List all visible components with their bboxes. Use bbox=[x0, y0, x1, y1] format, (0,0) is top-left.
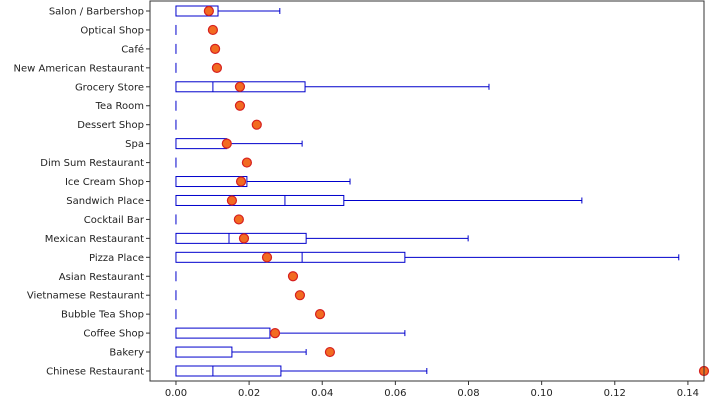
x-tick-label: 0.06 bbox=[384, 388, 406, 399]
mean-marker bbox=[287, 271, 299, 282]
x-tick-label: 0.14 bbox=[677, 388, 699, 399]
mean-marker bbox=[324, 346, 336, 358]
category-label: Bakery bbox=[109, 348, 144, 359]
plot-frame bbox=[149, 0, 705, 382]
mean-marker bbox=[314, 309, 326, 320]
category-label: Bubble Tea Shop bbox=[61, 310, 144, 321]
box bbox=[175, 346, 233, 358]
box bbox=[175, 365, 282, 377]
mean-marker bbox=[251, 119, 262, 130]
mean-marker bbox=[261, 252, 273, 263]
category-label: Optical Shop bbox=[80, 25, 144, 36]
category-label: New American Restaurant bbox=[13, 63, 144, 74]
x-tick-label: 0.04 bbox=[311, 388, 333, 399]
category-label: Salon / Barbershop bbox=[49, 7, 144, 18]
mean-marker bbox=[207, 24, 218, 36]
box bbox=[175, 194, 345, 206]
mean-marker bbox=[241, 157, 253, 168]
category-label: Pizza Place bbox=[89, 253, 144, 264]
mean-marker bbox=[234, 100, 246, 111]
box bbox=[175, 251, 406, 263]
mean-marker bbox=[294, 290, 306, 301]
category-label: Spa bbox=[125, 139, 144, 150]
x-tick-label: 0.10 bbox=[531, 388, 553, 399]
box bbox=[175, 138, 228, 150]
mean-marker bbox=[226, 195, 238, 206]
category-label: Asian Restaurant bbox=[59, 272, 144, 283]
mean-marker bbox=[209, 43, 221, 54]
x-tick-label: 0.00 bbox=[165, 388, 187, 399]
mean-marker bbox=[203, 5, 214, 17]
x-tick-label: 0.08 bbox=[457, 388, 479, 399]
mean-marker bbox=[269, 328, 281, 339]
category-label: Ice Cream Shop bbox=[65, 177, 144, 188]
category-label: Vietnamese Restaurant bbox=[27, 291, 144, 302]
mean-marker bbox=[211, 62, 223, 73]
category-label: Mexican Restaurant bbox=[45, 234, 144, 245]
mean-marker bbox=[238, 233, 250, 244]
x-tick-label: 0.12 bbox=[604, 388, 626, 399]
category-label: Coffee Shop bbox=[83, 329, 144, 340]
category-label: Café bbox=[121, 43, 144, 55]
mean-marker bbox=[221, 138, 232, 149]
category-label: Cocktail Bar bbox=[84, 215, 145, 226]
category-label: Tea Room bbox=[95, 101, 144, 112]
x-tick-label: 0.02 bbox=[238, 388, 260, 399]
mean-marker bbox=[233, 214, 244, 225]
mean-marker bbox=[235, 176, 247, 187]
category-label: Dim Sum Restaurant bbox=[40, 158, 144, 169]
category-label: Sandwich Place bbox=[66, 196, 144, 207]
category-label: Chinese Restaurant bbox=[46, 367, 144, 378]
category-label: Dessert Shop bbox=[77, 120, 144, 131]
box bbox=[175, 327, 271, 339]
category-label: Grocery Store bbox=[75, 82, 144, 93]
mean-marker bbox=[234, 81, 246, 92]
